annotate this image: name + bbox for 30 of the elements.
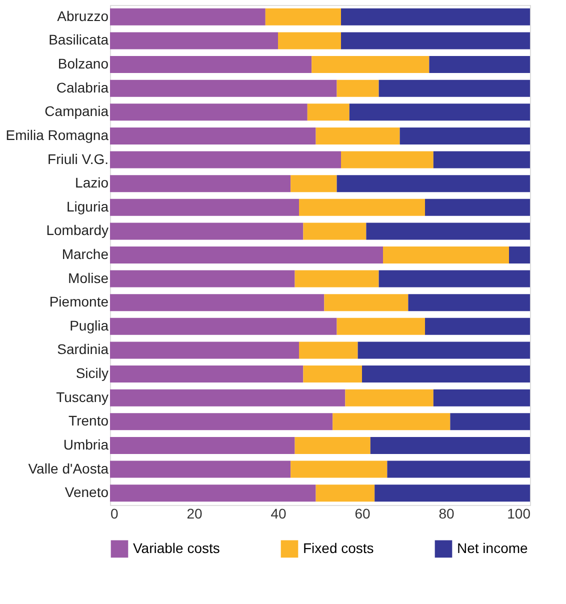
y-tick-label: Marche xyxy=(62,246,109,262)
y-tick-label: Tuscany xyxy=(56,388,108,405)
y-tick-label: Valle d'Aosta xyxy=(28,460,109,476)
legend-label: Variable costs xyxy=(133,540,220,556)
y-tick-label: Veneto xyxy=(64,484,109,500)
x-tick-label: 40 xyxy=(270,506,286,522)
y-tick-label: Lazio xyxy=(75,174,109,191)
y-tick-label: Bolzano xyxy=(58,56,109,72)
y-tick-label: Liguria xyxy=(66,198,109,214)
y-tick-label: Sardinia xyxy=(57,341,109,358)
y-tick-label: Trento xyxy=(68,412,109,429)
y-tick-label: Emilia Romagna xyxy=(6,126,109,143)
y-tick-label: Umbria xyxy=(63,436,109,452)
x-tick-label: 100 xyxy=(507,506,531,522)
y-tick-label: Basilicata xyxy=(48,32,109,48)
x-tick-label: 60 xyxy=(354,506,370,522)
y-tick-label: Sicily xyxy=(76,365,108,382)
y-tick-label: Friuli V.G. xyxy=(48,150,108,167)
x-tick-label: 20 xyxy=(186,506,202,522)
legend-label: Net income xyxy=(457,540,528,556)
legend-label: Fixed costs xyxy=(303,540,374,556)
y-tick-label: Abruzzo xyxy=(57,8,109,24)
x-tick-label: 0 xyxy=(110,506,118,522)
y-tick-label: Piemonte xyxy=(49,294,109,310)
x-tick-label: 80 xyxy=(438,506,454,522)
y-tick-label: Puglia xyxy=(70,317,109,334)
y-tick-label: Molise xyxy=(68,270,109,286)
y-tick-label: Campania xyxy=(44,103,109,120)
y-tick-label: Calabria xyxy=(56,79,109,96)
y-tick-label: Lombardy xyxy=(46,222,108,238)
